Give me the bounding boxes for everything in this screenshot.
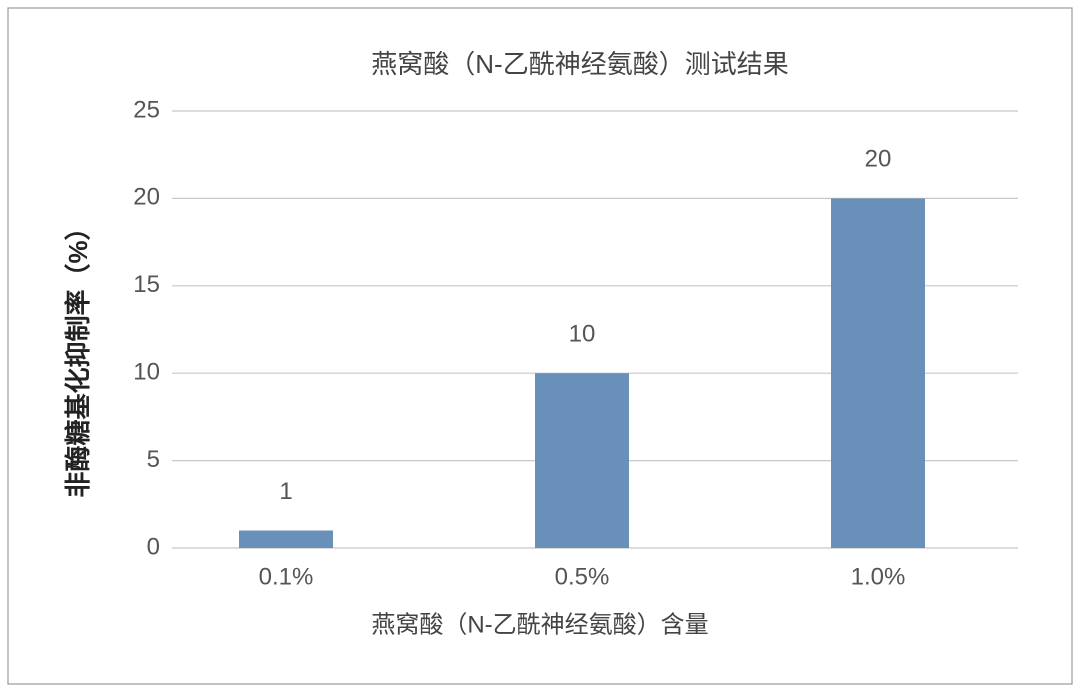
y-tick-label: 0 [147,533,160,560]
y-tick-label: 20 [133,184,160,211]
x-tick-label: 0.5% [555,563,610,590]
x-tick-label: 1.0% [851,563,906,590]
bar [239,530,333,548]
y-tick-label: 10 [133,359,160,386]
data-label: 10 [569,321,596,348]
bar [535,373,629,548]
x-axis-title: 燕窝酸（N-乙酰神经氨酸）含量 [371,611,708,638]
bar [831,198,925,548]
y-tick-label: 5 [147,446,160,473]
data-label: 20 [865,146,892,173]
y-axis-title: 非酶糖基化抑制率（%） [63,214,93,497]
y-tick-label: 25 [133,96,160,123]
chart-title: 燕窝酸（N-乙酰神经氨酸）测试结果 [371,49,788,79]
data-label: 1 [279,478,292,505]
y-tick-label: 15 [133,271,160,298]
x-tick-label: 0.1% [259,563,314,590]
